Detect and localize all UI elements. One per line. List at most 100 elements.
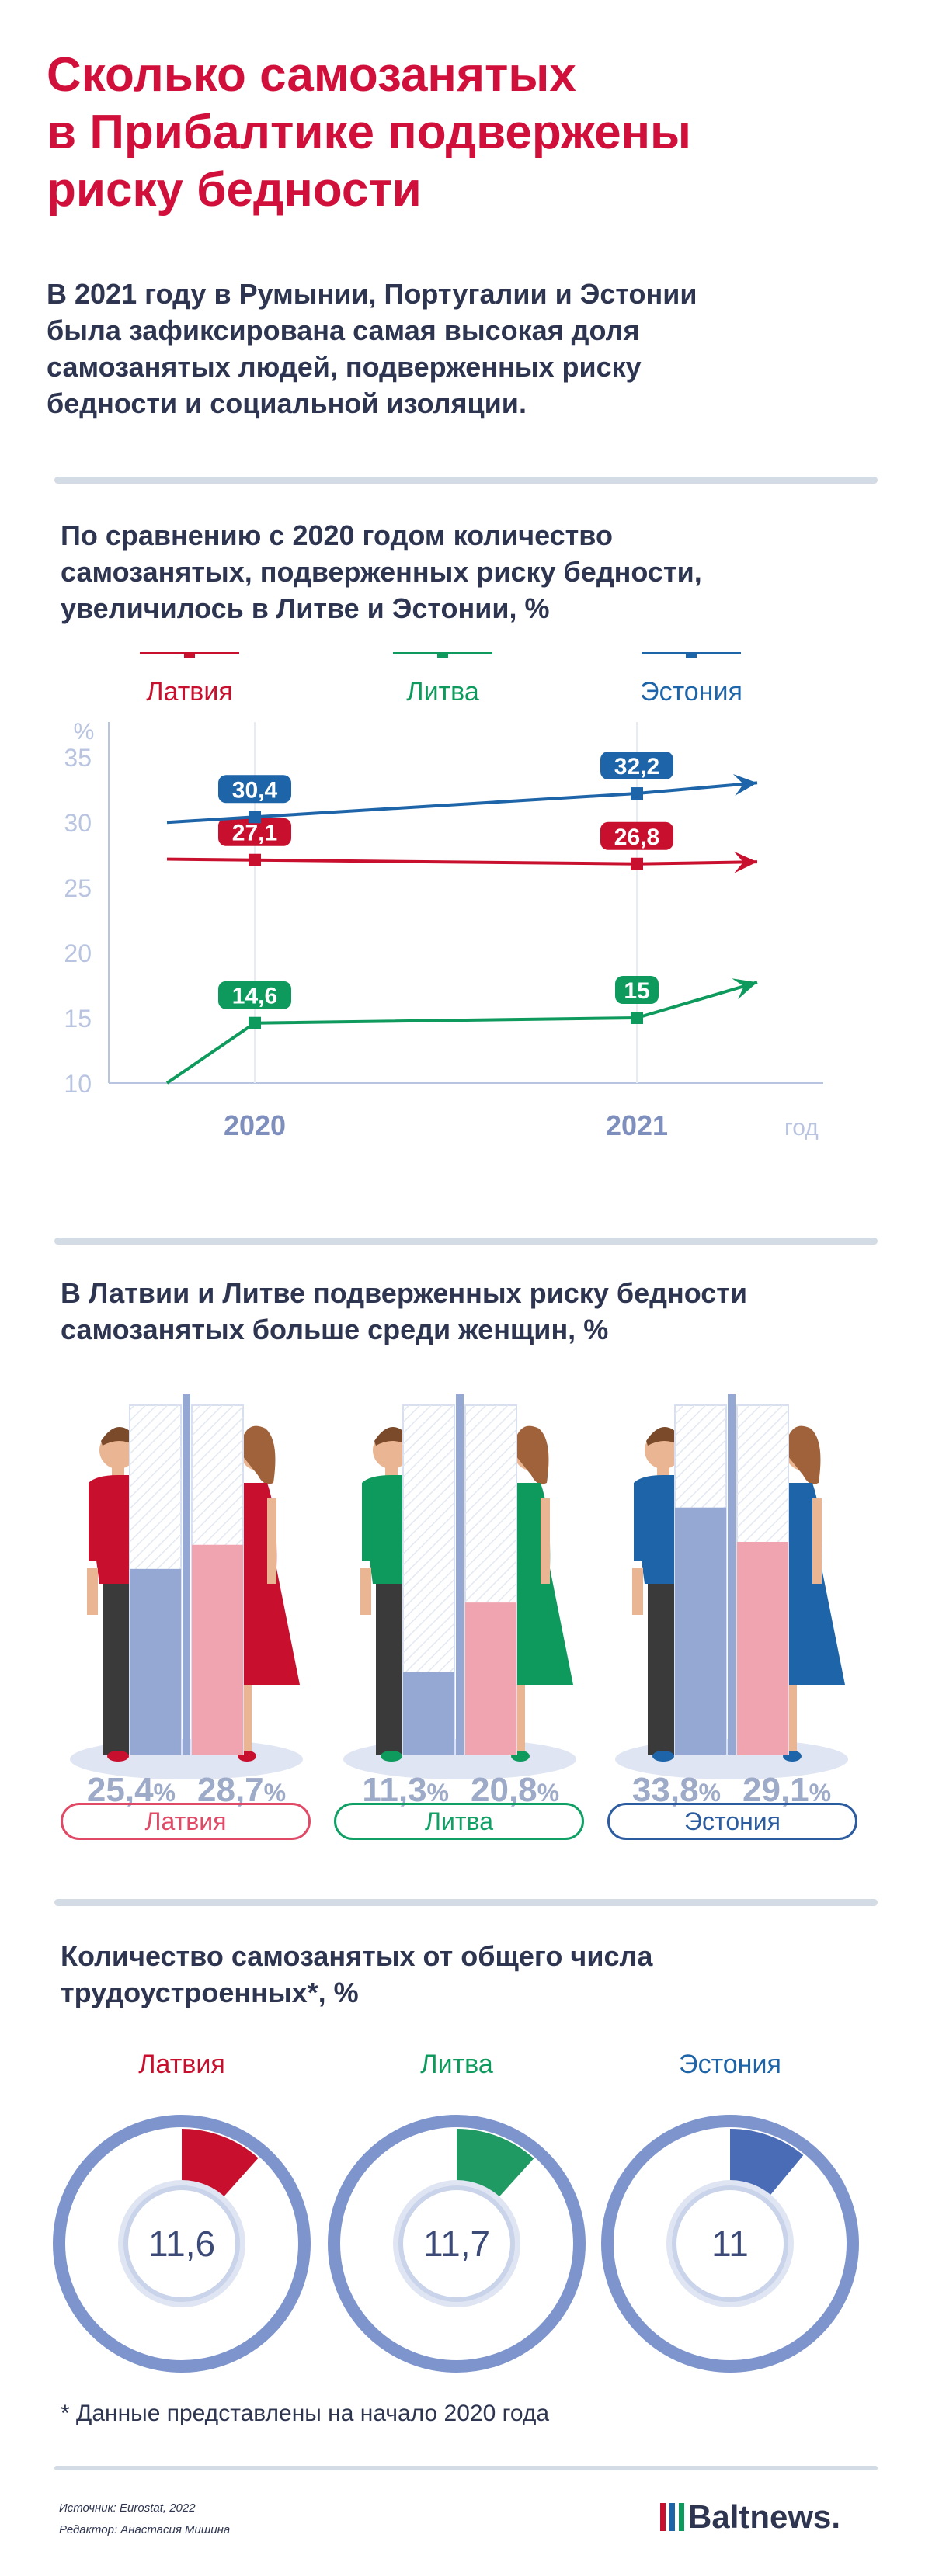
y-tick-label: 15: [64, 1005, 92, 1033]
data-label: 30,4: [232, 777, 278, 803]
unit: %: [537, 1779, 559, 1807]
data-label: 26,8: [614, 825, 659, 850]
donut-value-label: 11,7: [423, 2224, 490, 2264]
line-chart-title: По сравнению с 2020 годом количество сам…: [61, 519, 702, 624]
data-label-box: [218, 818, 291, 846]
legend-item-latvia: Латвия: [140, 652, 239, 706]
bar-men: [130, 1568, 181, 1755]
y-tick-label: 10: [64, 1070, 92, 1098]
man-shoe: [652, 1751, 674, 1762]
donut-country-label: Латвия: [138, 2050, 225, 2079]
data-label-box: [218, 981, 291, 1009]
woman-dress: [772, 1483, 845, 1685]
data-label: 14,6: [232, 984, 277, 1009]
page-title: Сколько самозанятых в Прибалтике подверж…: [47, 47, 901, 219]
legend-item-estonia: Эстония: [640, 652, 742, 706]
column-divider: [456, 1394, 464, 1755]
data-label: 32,2: [614, 754, 659, 779]
data-point: [631, 1012, 643, 1024]
section-divider: [54, 1899, 878, 1906]
data-point: [249, 811, 261, 824]
value-label-women: 29,1%: [742, 1771, 831, 1809]
donut-country-label: Литва: [420, 2050, 493, 2079]
series-line: [165, 981, 758, 1085]
man-shoe: [107, 1751, 129, 1762]
section-divider: [54, 477, 878, 484]
y-tick-label: 20: [64, 939, 92, 967]
series-estonia: 30,4 32,2: [166, 752, 758, 825]
legend-marker: [686, 652, 697, 658]
gender-chart-title: В Латвии и Литве подверженных риску бедн…: [61, 1277, 748, 1345]
donut-latvia: Латвия 11,6: [53, 2050, 311, 2373]
y-tick-label: 35: [64, 744, 92, 772]
unit: %: [809, 1779, 831, 1807]
x-axis-label: год: [784, 1115, 819, 1140]
data-label-box: [218, 775, 291, 804]
data-point: [249, 853, 261, 866]
series-arrowhead: [732, 774, 757, 796]
donut-lithuania: Литва 11,7: [328, 2050, 586, 2373]
source-text: Источник: Eurostat, 2022: [59, 2501, 196, 2515]
data-label: 27,1: [232, 821, 277, 846]
gender-group-lithuania: 11,3% 20,8%: [343, 1394, 576, 1809]
bar-women: [465, 1602, 516, 1755]
country-label-latvia: Латвия: [61, 1803, 311, 1840]
gender-chart: 25,4% 28,7% 11,3% 20,8% 33,8% 29,1%: [70, 1394, 848, 1809]
data-point: [249, 1016, 261, 1029]
y-tick-label: 30: [64, 809, 92, 837]
unit: %: [264, 1779, 286, 1807]
series-latvia: 27,1 26,8: [166, 818, 758, 873]
man-arm: [360, 1568, 371, 1615]
series-arrowhead: [733, 851, 757, 873]
legend-marker: [184, 652, 195, 658]
donut-value-label: 11: [711, 2224, 749, 2264]
footnote: * Данные представлены на начало 2020 год…: [61, 2401, 550, 2426]
donut-country-label: Эстония: [679, 2050, 781, 2079]
x-tick-label: 2020: [224, 1109, 286, 1141]
line-chart: Латвия Литва Эстония% 10 15 20 25 30 35 2020 2021 г…: [64, 652, 823, 1141]
brand-logo: Baltnews.: [660, 2498, 840, 2536]
woman-hair: [784, 1425, 821, 1484]
man-hair: [101, 1426, 137, 1446]
x-tick-label: 2021: [606, 1109, 668, 1141]
data-label-box: [615, 976, 659, 1004]
man-hair: [646, 1426, 682, 1446]
man-arm: [87, 1568, 98, 1615]
unit: %: [154, 1779, 176, 1807]
country-label-estonia: Эстония: [607, 1803, 857, 1840]
donut-chart-title: Количество самозанятых от общего числа т…: [61, 1940, 653, 2008]
section-divider: [54, 1238, 878, 1245]
woman-leg: [788, 1685, 797, 1755]
woman-hair: [239, 1425, 276, 1484]
donut-chart: Латвия 11,6 Литва 11,7 Эстония 11: [53, 2050, 859, 2373]
brand-bars-icon: [660, 2498, 688, 2535]
section-divider: [54, 2466, 878, 2470]
column-divider: [183, 1394, 190, 1755]
woman-leg: [516, 1685, 525, 1755]
legend-marker: [437, 652, 448, 658]
y-axis-label: %: [74, 719, 95, 745]
man-hair: [374, 1426, 410, 1446]
series-line: [166, 857, 758, 866]
series-arrowhead: [732, 978, 757, 1000]
y-tick-label: 25: [64, 874, 92, 902]
unit: %: [699, 1779, 721, 1807]
country-label-lithuania: Литва: [334, 1803, 584, 1840]
data-point: [631, 787, 643, 800]
woman-arm: [812, 1498, 822, 1584]
donut-inner-circle: [123, 2185, 240, 2302]
legend-label: Латвия: [146, 677, 233, 706]
man-arm: [632, 1568, 643, 1615]
woman-dress: [500, 1483, 573, 1685]
donut-inner-circle: [672, 2185, 788, 2302]
bar-women: [737, 1541, 788, 1755]
woman-arm: [541, 1498, 550, 1584]
series-line: [166, 781, 758, 825]
legend-label: Литва: [406, 677, 479, 706]
title-line: в Прибалтике подвержены: [47, 106, 691, 159]
data-point: [631, 857, 643, 870]
woman-hair: [513, 1425, 549, 1484]
man-shoe: [381, 1751, 402, 1762]
legend-item-lithuania: Литва: [393, 652, 492, 706]
data-label-box: [600, 752, 673, 780]
